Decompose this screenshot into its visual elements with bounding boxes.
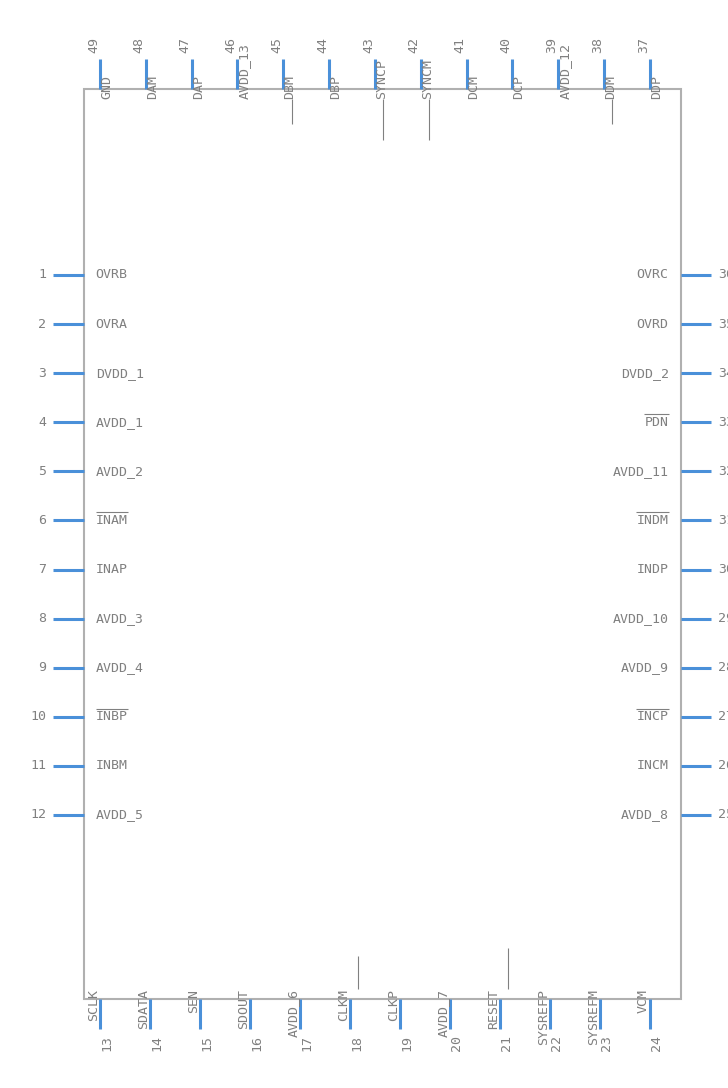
Text: 14: 14 xyxy=(150,1036,163,1051)
Text: AVDD_9: AVDD_9 xyxy=(621,662,669,675)
Text: 46: 46 xyxy=(224,37,237,52)
Text: INAM: INAM xyxy=(95,514,127,527)
Text: 22: 22 xyxy=(550,1036,563,1051)
Text: AVDD_13: AVDD_13 xyxy=(237,44,250,99)
Text: 30: 30 xyxy=(719,564,728,576)
Text: AVDD_10: AVDD_10 xyxy=(613,613,669,626)
Text: 12: 12 xyxy=(30,808,46,821)
Text: 9: 9 xyxy=(38,662,46,675)
Text: SYSREFP: SYSREFP xyxy=(537,989,550,1044)
Text: SDATA: SDATA xyxy=(137,989,150,1029)
Text: 43: 43 xyxy=(362,37,375,52)
Text: 17: 17 xyxy=(300,1036,313,1051)
Text: INBP: INBP xyxy=(95,710,127,724)
Text: 1: 1 xyxy=(38,269,46,282)
Text: DVDD_2: DVDD_2 xyxy=(621,367,669,380)
Text: SYNCP: SYNCP xyxy=(375,59,388,99)
Text: 19: 19 xyxy=(400,1036,413,1051)
Text: INCP: INCP xyxy=(637,710,669,724)
Text: 29: 29 xyxy=(719,613,728,626)
Text: DDM: DDM xyxy=(604,75,617,99)
Text: 10: 10 xyxy=(30,710,46,724)
Text: 35: 35 xyxy=(719,318,728,331)
Text: 13: 13 xyxy=(100,1036,113,1051)
Text: OVRA: OVRA xyxy=(95,318,127,331)
Text: INDP: INDP xyxy=(637,564,669,576)
Text: CLKP: CLKP xyxy=(387,989,400,1021)
Text: INAP: INAP xyxy=(95,564,127,576)
Text: OVRC: OVRC xyxy=(637,269,669,282)
Text: AVDD_8: AVDD_8 xyxy=(621,808,669,821)
Text: 34: 34 xyxy=(719,367,728,380)
Text: 26: 26 xyxy=(719,759,728,772)
Text: AVDD_12: AVDD_12 xyxy=(558,44,571,99)
Text: RESET: RESET xyxy=(487,989,500,1029)
Text: AVDD_4: AVDD_4 xyxy=(95,662,143,675)
Text: AVDD_2: AVDD_2 xyxy=(95,465,143,478)
Text: 3: 3 xyxy=(38,367,46,380)
Text: DAP: DAP xyxy=(191,75,205,99)
Text: 15: 15 xyxy=(200,1036,213,1051)
Text: OVRD: OVRD xyxy=(637,318,669,331)
Text: 25: 25 xyxy=(719,808,728,821)
Text: 38: 38 xyxy=(591,37,604,52)
Text: SYNCM: SYNCM xyxy=(421,59,434,99)
Text: INCM: INCM xyxy=(637,759,669,772)
Text: 4: 4 xyxy=(38,416,46,429)
Text: DBP: DBP xyxy=(329,75,342,99)
Text: 7: 7 xyxy=(38,564,46,576)
Text: DAM: DAM xyxy=(146,75,159,99)
Text: 48: 48 xyxy=(132,37,146,52)
Bar xyxy=(84,89,681,999)
Text: 24: 24 xyxy=(650,1036,663,1051)
Text: DCM: DCM xyxy=(467,75,480,99)
Text: 39: 39 xyxy=(545,37,558,52)
Text: AVDD_3: AVDD_3 xyxy=(95,613,143,626)
Text: DVDD_1: DVDD_1 xyxy=(95,367,143,380)
Text: 42: 42 xyxy=(408,37,421,52)
Text: 49: 49 xyxy=(87,37,100,52)
Text: CLKM: CLKM xyxy=(337,989,350,1021)
Text: DBM: DBM xyxy=(283,75,296,99)
Text: 16: 16 xyxy=(250,1036,263,1051)
Text: 40: 40 xyxy=(499,37,513,52)
Text: 36: 36 xyxy=(719,269,728,282)
Text: 11: 11 xyxy=(30,759,46,772)
Text: 21: 21 xyxy=(500,1036,513,1051)
Text: 32: 32 xyxy=(719,465,728,478)
Text: 27: 27 xyxy=(719,710,728,724)
Text: SCLK: SCLK xyxy=(87,989,100,1021)
Text: DDP: DDP xyxy=(650,75,663,99)
Text: 28: 28 xyxy=(719,662,728,675)
Text: OVRB: OVRB xyxy=(95,269,127,282)
Text: AVDD_5: AVDD_5 xyxy=(95,808,143,821)
Text: GND: GND xyxy=(100,75,113,99)
Text: 6: 6 xyxy=(38,514,46,527)
Text: 23: 23 xyxy=(600,1036,613,1051)
Text: 31: 31 xyxy=(719,514,728,527)
Text: INBM: INBM xyxy=(95,759,127,772)
Text: SDOUT: SDOUT xyxy=(237,989,250,1029)
Text: 44: 44 xyxy=(316,37,329,52)
Text: 45: 45 xyxy=(270,37,283,52)
Text: 20: 20 xyxy=(450,1036,463,1051)
Text: SEN: SEN xyxy=(187,989,200,1013)
Text: AVDD_6: AVDD_6 xyxy=(287,989,300,1037)
Text: PDN: PDN xyxy=(645,416,669,429)
Text: DCP: DCP xyxy=(513,75,526,99)
Text: VCM: VCM xyxy=(637,989,650,1013)
Text: 33: 33 xyxy=(719,416,728,429)
Text: AVDD_11: AVDD_11 xyxy=(613,465,669,478)
Text: 8: 8 xyxy=(38,613,46,626)
Text: INDM: INDM xyxy=(637,514,669,527)
Text: AVDD_1: AVDD_1 xyxy=(95,416,143,429)
Text: SYSREFM: SYSREFM xyxy=(587,989,600,1044)
Text: 37: 37 xyxy=(637,37,650,52)
Text: 18: 18 xyxy=(350,1036,363,1051)
Text: 2: 2 xyxy=(38,318,46,331)
Text: 41: 41 xyxy=(454,37,467,52)
Text: 5: 5 xyxy=(38,465,46,478)
Text: AVDD_7: AVDD_7 xyxy=(437,989,450,1037)
Text: 47: 47 xyxy=(178,37,191,52)
